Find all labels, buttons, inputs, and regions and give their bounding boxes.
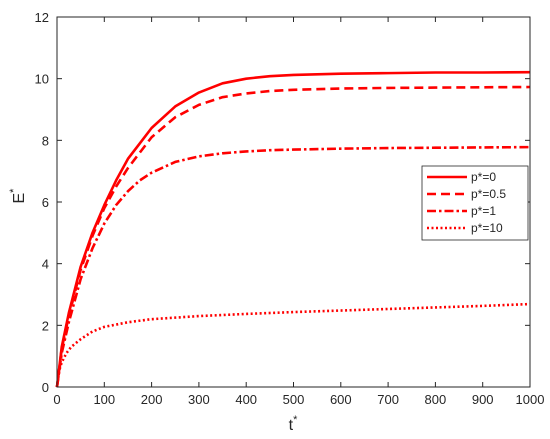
x-axis-label-superscript: * xyxy=(293,414,298,426)
x-tick-label: 800 xyxy=(425,392,447,407)
y-axis-label-text: E xyxy=(11,193,28,204)
legend-label: p*=1 xyxy=(471,204,496,218)
legend: p*=0 p*=0.5 p*=1 p*=10 xyxy=(421,165,529,241)
y-axis-label-superscript: * xyxy=(8,188,20,193)
y-tick-label: 6 xyxy=(42,195,49,210)
y-tick-label: 4 xyxy=(42,257,49,272)
x-tick-label: 200 xyxy=(141,392,163,407)
legend-label: p*=0.5 xyxy=(471,187,506,201)
x-tick-label: 600 xyxy=(330,392,352,407)
series-line xyxy=(55,145,531,388)
x-tick-label: 500 xyxy=(283,392,305,407)
series-line xyxy=(55,85,531,388)
x-axis-label-text: t xyxy=(289,417,294,434)
x-tick-label: 900 xyxy=(472,392,494,407)
legend-label: p*=0 xyxy=(471,170,496,184)
x-tick-label: 300 xyxy=(188,392,210,407)
y-tick-label: 12 xyxy=(35,10,49,25)
y-tick-label: 0 xyxy=(42,380,49,395)
y-axis-label: E* xyxy=(8,188,28,204)
x-tick-label: 400 xyxy=(235,392,257,407)
x-tick-label: 100 xyxy=(93,392,115,407)
y-tick-label: 8 xyxy=(42,133,49,148)
x-tick-label: 0 xyxy=(53,392,60,407)
legend-box xyxy=(421,165,529,241)
legend-label: p*=10 xyxy=(471,221,503,235)
x-tick-label: 1000 xyxy=(516,392,545,407)
x-axis-label: t* xyxy=(289,414,298,434)
y-tick-label: 10 xyxy=(35,72,49,87)
series-layer xyxy=(55,70,531,388)
y-tick-label: 2 xyxy=(42,318,49,333)
tick-layer: 0 100 200 300 400 500 600 700 800 900 1000 0 2 4 6 8 10 1… xyxy=(35,10,545,407)
x-tick-label: 700 xyxy=(377,392,399,407)
